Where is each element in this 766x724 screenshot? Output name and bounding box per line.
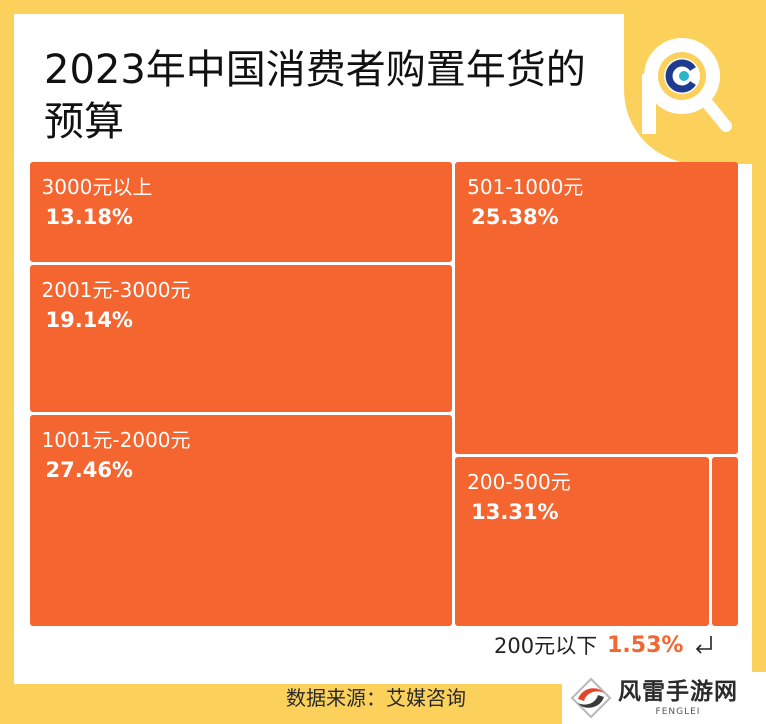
treemap-tile-200-500-4: 200-500元 13.31%: [455, 456, 709, 627]
small-category-note: 200元以下 1.53%: [494, 630, 715, 660]
brand-logo: [602, 14, 752, 164]
treemap-tile-501-1000-3: 501-1000元 25.38%: [455, 161, 739, 454]
fenglei-swirl-icon: [570, 677, 612, 719]
chart-title: 2023年中国消费者购置年货的预算: [44, 47, 586, 145]
site-watermark: 风雷手游网 FENGLEI: [562, 672, 766, 724]
watermark-name-en: FENGLEI: [655, 707, 701, 717]
tile-label: 200-500元: [467, 469, 571, 494]
tile-label: 1001元-2000元: [41, 427, 191, 452]
tile-label: 2001元-3000元: [41, 277, 191, 302]
small-category-label: 200元以下: [494, 634, 598, 658]
watermark-name: 风雷手游网: [618, 679, 738, 705]
tile-value: 27.46%: [45, 457, 133, 482]
data-source: 数据来源：艾媒咨询: [286, 686, 466, 710]
return-arrow-icon: [696, 636, 713, 654]
treemap-tile-200-5: [711, 456, 739, 627]
tile-label: 3000元以上: [41, 174, 153, 199]
tile-value: 13.31%: [471, 499, 559, 524]
small-category-value: 1.53%: [607, 632, 684, 658]
tile-value: 19.14%: [45, 307, 133, 332]
treemap-tile-2001-3000-1: 2001元-3000元 19.14%: [29, 264, 453, 412]
pc-magnifier-logo-icon: [624, 14, 752, 164]
treemap-tile-3000-0: 3000元以上 13.18%: [29, 161, 453, 262]
tile-value: 13.18%: [45, 204, 133, 229]
treemap-tile-1001-2000-2: 1001元-2000元 27.46%: [29, 414, 453, 627]
treemap-plot: 3000元以上 13.18% 2001元-3000元 19.14% 1001元-2000…: [28, 160, 740, 628]
tile-value: 25.38%: [471, 204, 559, 229]
tile-label: 501-1000元: [467, 174, 584, 199]
